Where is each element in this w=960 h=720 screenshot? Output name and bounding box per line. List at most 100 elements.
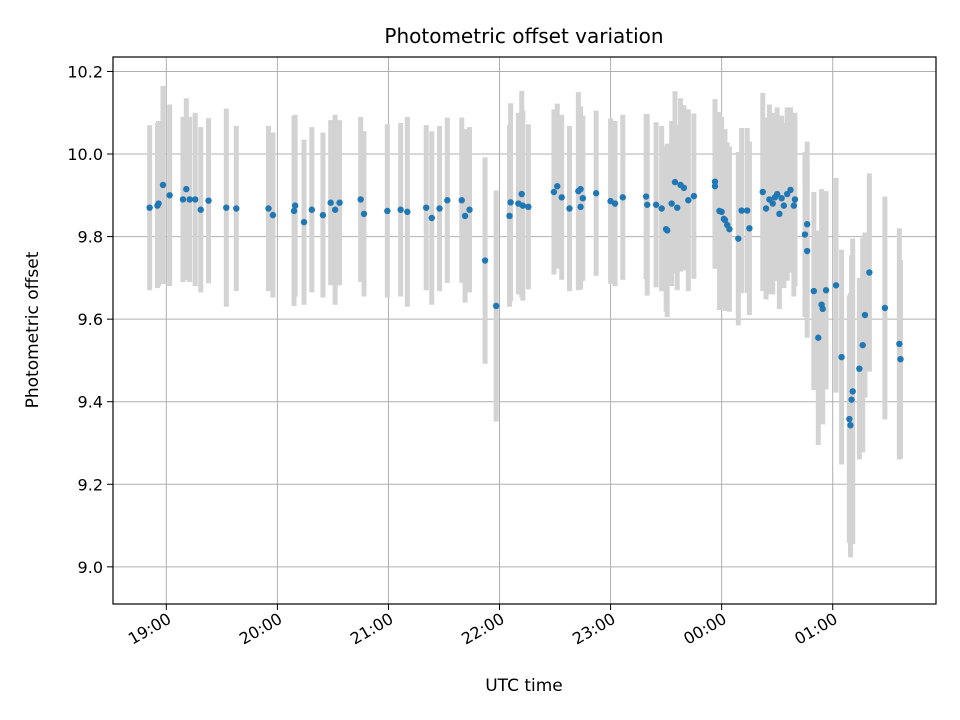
data-point [179,196,187,203]
data-point [735,235,742,242]
data-point [791,196,799,203]
data-point [186,196,193,203]
data-point [466,206,473,213]
y-tick-label: 9.6 [78,310,103,329]
data-point [738,207,745,214]
data-point [518,190,525,198]
data-point [711,178,719,185]
data-point [507,199,514,206]
data-point [360,210,368,218]
data-point [743,207,751,214]
y-tick-label: 9.0 [78,558,103,577]
data-point [803,247,811,255]
data-point [619,194,626,201]
x-tick-label: 21:00 [347,609,396,649]
data-point [319,211,327,219]
x-tick-label: 19:00 [125,609,174,649]
data-point [558,194,565,201]
data-point [671,178,679,186]
data-point [611,200,619,207]
data-point [191,196,199,203]
data-point [223,204,230,211]
data-point [718,208,725,216]
data-point [327,199,334,206]
data-point [397,206,404,213]
data-point [357,196,364,203]
data-point [803,220,811,228]
data-point [658,205,665,212]
data-point [762,205,770,212]
data-point [680,184,688,192]
data-point [566,205,573,212]
x-axis: 19:00 20:00 21:00 22:00 23:00 00:00 01:00 [125,604,841,649]
data-point [519,202,527,209]
data-point [776,210,783,218]
data-point [897,355,904,363]
data-point [183,185,190,193]
data-point [550,188,558,196]
data-point [644,201,651,208]
data-point [577,185,584,193]
data-point [778,194,785,202]
data-point [773,190,781,198]
x-tick-label: 22:00 [458,609,507,649]
data-point [769,200,776,207]
data-point [859,341,866,349]
data-point [726,225,733,233]
plot-frame [112,56,937,605]
data-point [668,200,675,207]
data-point [787,186,794,194]
data-point [308,206,316,213]
data-point [444,197,451,204]
data-point [815,334,822,341]
data-point [579,194,587,202]
data-point [428,214,435,222]
x-axis-label: UTC time [485,676,563,696]
data-point [856,365,863,372]
data-point [721,216,729,224]
y-tick-label: 9.2 [78,475,103,494]
data-point [896,340,903,348]
data-point [300,218,308,226]
y-axis-label: Photometric offset [23,251,43,408]
data-point [746,225,753,232]
data-point [492,302,500,310]
data-point [577,203,584,211]
y-tick-label: 9.8 [78,228,103,247]
data-point [861,311,869,319]
data-point [822,287,830,294]
data-point [525,203,532,211]
y-axis: 9.0 9.2 9.4 9.6 9.8 10.0 10.2 [67,62,113,577]
data-point [810,287,818,295]
x-tick-label: 00:00 [680,609,729,649]
data-point [690,192,698,200]
data-point [866,269,873,276]
data-point [423,204,430,211]
data-point [674,204,681,211]
chart-title: Photometric offset variation [384,24,663,48]
data-point [461,212,469,220]
data-point [233,205,240,212]
data-point [481,257,489,264]
data-point [881,304,889,312]
data-point [269,211,277,219]
data-point [849,388,856,395]
data-point [846,415,853,423]
data-point [592,190,600,197]
data-point [166,192,173,199]
data-point [436,205,443,212]
data-point [291,202,299,209]
y-tick-label: 10.0 [67,145,103,164]
data-point [404,208,411,216]
data-point [780,202,788,209]
data-point [838,353,845,361]
y-tick-label: 10.2 [67,62,103,81]
data-point [336,199,343,206]
x-tick-label: 23:00 [569,609,618,649]
data-point [146,204,153,211]
error-bars [147,85,903,558]
data-point [290,207,298,215]
data-point [685,197,692,204]
data-point [848,396,855,403]
data-point [652,201,660,208]
